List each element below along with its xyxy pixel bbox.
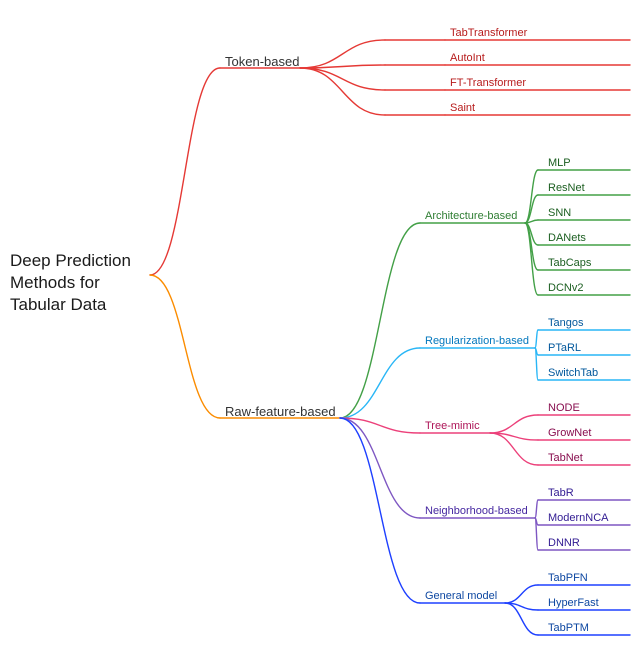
level2-tree: Tree-mimic — [425, 420, 480, 433]
level2-gen: General model — [425, 590, 497, 603]
leaf-autoint: AutoInt — [450, 52, 485, 65]
leaf-mlp: MLP — [548, 157, 571, 170]
level2-neigh: Neighborhood-based — [425, 505, 528, 518]
level1-token: Token-based — [225, 54, 299, 70]
leaf-modernnca: ModernNCA — [548, 512, 609, 525]
leaf-ptarl: PTaRL — [548, 342, 581, 355]
leaf-snn: SNN — [548, 207, 571, 220]
root-node: Deep PredictionMethods forTabular Data — [10, 250, 131, 316]
leaf-resnet: ResNet — [548, 182, 585, 195]
leaf-saint: Saint — [450, 102, 475, 115]
leaf-tabnet: TabNet — [548, 452, 583, 465]
level2-reg: Regularization-based — [425, 335, 529, 348]
leaf-grownet: GrowNet — [548, 427, 591, 440]
leaf-danets: DANets — [548, 232, 586, 245]
leaf-switchtab: SwitchTab — [548, 367, 598, 380]
leaf-hyperfast: HyperFast — [548, 597, 599, 610]
level1-raw: Raw-feature-based — [225, 404, 336, 420]
leaf-tabcaps: TabCaps — [548, 257, 591, 270]
leaf-ft-transformer: FT-Transformer — [450, 77, 526, 90]
level2-arch: Architecture-based — [425, 210, 517, 223]
leaf-dcnv2: DCNv2 — [548, 282, 583, 295]
leaf-node: NODE — [548, 402, 580, 415]
leaf-dnnr: DNNR — [548, 537, 580, 550]
leaf-tabtransformer: TabTransformer — [450, 27, 527, 40]
leaf-tabptm: TabPTM — [548, 622, 589, 635]
leaf-tangos: Tangos — [548, 317, 583, 330]
leaf-tabpfn: TabPFN — [548, 572, 588, 585]
leaf-tabr: TabR — [548, 487, 574, 500]
tree-svg — [0, 0, 640, 656]
